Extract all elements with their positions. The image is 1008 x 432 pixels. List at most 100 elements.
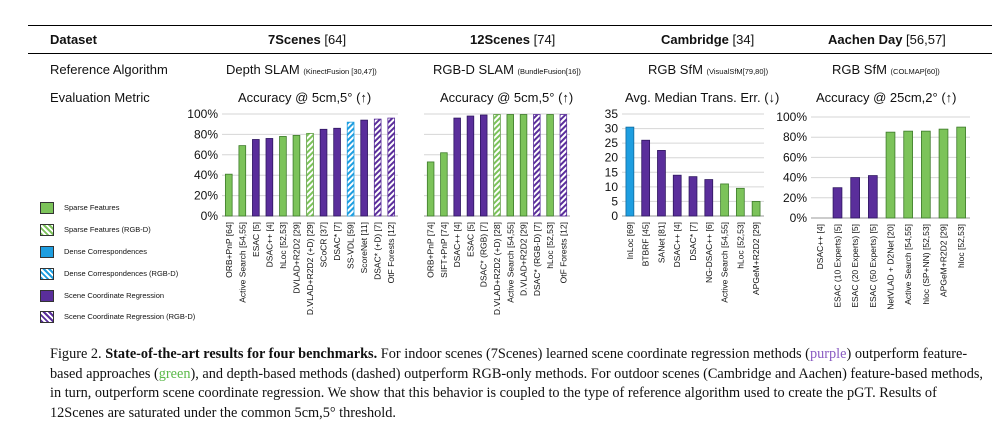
x-tick-label: DSAC* [7]	[688, 222, 698, 261]
x-tick-label: NG-DSAC++ [6]	[704, 222, 714, 283]
legend-swatch	[40, 268, 54, 280]
dataset-7scenes: 7Scenes [64]	[268, 32, 346, 47]
bar	[519, 114, 528, 217]
dataset-cambridge: Cambridge [34]	[661, 32, 754, 47]
bar	[625, 126, 635, 217]
bar	[346, 121, 355, 217]
bar	[704, 179, 714, 217]
bar	[672, 174, 682, 217]
caption-fig: Figure 2.	[50, 346, 102, 362]
bar	[360, 119, 368, 217]
reference-main: Depth SLAM	[226, 62, 300, 77]
x-tick-label: DSAC* (RGB) [7]	[479, 222, 489, 287]
metric-cambridge: Avg. Median Trans. Err. (↓)	[625, 90, 780, 105]
reference-main: RGB-D SLAM	[433, 62, 514, 77]
x-tick-label: OtF Forests [12]	[558, 222, 568, 283]
x-tick-label: DSAC* (RGB-D) [7]	[532, 222, 542, 296]
bar	[480, 114, 488, 217]
bar	[832, 187, 843, 219]
dataset-name: Aachen Day	[828, 32, 903, 47]
x-tick-label: D.VLAD+R2D2 (+D) [29]	[305, 222, 315, 315]
bar	[688, 176, 698, 217]
x-tick-label: APGeM+R2D2 [29]	[939, 224, 949, 297]
bar	[533, 114, 541, 217]
y-tick-label: 35	[605, 107, 619, 121]
dataset-cite: [34]	[728, 32, 755, 47]
x-tick-label: OtF Forests [12]	[386, 222, 396, 283]
x-tick-label: hloc [52,53]	[956, 224, 966, 268]
y-tick-label: 5	[611, 194, 618, 208]
reference-12scenes: RGB-D SLAM (BundleFusion[16])	[433, 62, 581, 77]
benchmark-charts: 0% 20% 40% 60% 80% 100% ORB+PnP [64] Active Sea…	[187, 107, 970, 315]
dataset-name: 7Scenes	[268, 32, 321, 47]
bar	[956, 126, 966, 219]
reference-7scenes: Depth SLAM (KinectFusion [30,47])	[226, 62, 377, 77]
y-tick-label: 40%	[194, 168, 218, 182]
bar	[850, 177, 860, 219]
metric-7scenes: Accuracy @ 5cm,5° (↑)	[238, 90, 372, 105]
bar	[387, 117, 396, 217]
bar	[453, 117, 461, 217]
x-tick-label: APGeM+R2D2 [29]	[751, 222, 761, 295]
dataset-cite: [74]	[530, 32, 556, 47]
x-tick-label: ESAC (10 Experts) [5]	[833, 224, 843, 308]
bar	[938, 128, 949, 219]
reference-cambridge: RGB SfM (VisualSfM[79,80])	[648, 62, 768, 77]
x-tick-label: BTBRF [45]	[641, 222, 651, 266]
x-tick-label: ORB+PnP [64]	[224, 222, 234, 278]
bar	[885, 131, 896, 219]
legend-label: Sparse Features	[64, 203, 120, 212]
legend-label: Sparse Features (RGB-D)	[64, 225, 151, 234]
top-rule	[28, 25, 992, 26]
x-tick-label: ESAC [5]	[465, 222, 475, 257]
y-tick-label: 25	[605, 136, 619, 150]
x-tick-label: DSAC* (+D) [7]	[373, 222, 383, 280]
x-tick-label: hLoc [52,53]	[735, 222, 745, 269]
y-tick-label: 100%	[187, 107, 218, 121]
dataset-label: Dataset	[50, 32, 97, 47]
x-tick-label: SANet [81]	[656, 222, 666, 263]
legend-swatch	[40, 311, 54, 323]
x-tick-label: ScoreNet [11]	[359, 222, 369, 273]
y-tick-label: 20%	[783, 191, 807, 205]
bar	[319, 128, 328, 217]
legend-swatch	[40, 246, 54, 258]
y-tick-label: 100%	[776, 110, 807, 124]
y-tick-label: 0%	[201, 209, 219, 223]
x-tick-label: DSAC++ [4]	[815, 224, 825, 269]
x-tick-label: ESAC (20 Experts) [5]	[850, 224, 860, 308]
x-tick-label: DSAC++ [4]	[452, 222, 462, 267]
x-tick-label: ESAC (50 Experts) [5]	[868, 224, 878, 308]
x-tick-label: DSAC++ [4]	[672, 222, 682, 267]
dataset-name: Cambridge	[661, 32, 729, 47]
metric-row-label: Evaluation Metric	[50, 90, 150, 105]
x-tick-label: hLoc [52,53]	[545, 222, 555, 269]
x-tick-label: Active Search [54,55]	[720, 222, 730, 303]
x-tick-label: SS-VDL [59]	[346, 222, 356, 269]
reference-sub: (COLMAP[60])	[890, 67, 940, 76]
reference-row-label: Reference Algorithm	[50, 62, 168, 77]
y-tick-label: 0	[611, 209, 618, 223]
dataset-12scenes: 12Scenes [74]	[470, 32, 555, 47]
legend-swatch	[40, 224, 54, 236]
bar	[265, 138, 274, 217]
bar	[440, 152, 448, 217]
caption-text-3: ), and depth-based methods (dashed) outp…	[50, 365, 983, 421]
reference-sub: (KinectFusion [30,47])	[303, 67, 377, 76]
x-tick-label: SIFT+PnP [74]	[439, 222, 449, 278]
x-tick-label: hloc (SP+NN) [52,53]	[921, 224, 931, 305]
y-tick-label: 10	[605, 180, 619, 194]
y-tick-label: 60%	[783, 150, 807, 164]
bar	[546, 114, 554, 217]
y-tick-label: 80%	[783, 130, 807, 144]
caption-green-word: green	[158, 365, 191, 382]
bar	[735, 187, 745, 217]
bar	[868, 175, 878, 219]
legend-label: Dense Correspondences (RGB-D)	[64, 269, 179, 278]
dataset-name: 12Scenes	[470, 32, 530, 47]
y-tick-label: 60%	[194, 148, 218, 162]
y-tick-label: 80%	[194, 127, 218, 141]
caption-text-2: ) outperform feature-based approaches (	[50, 346, 968, 382]
bar	[224, 173, 233, 217]
caption-text-1: For indoor scenes (7Scenes) learned scen…	[380, 346, 810, 362]
